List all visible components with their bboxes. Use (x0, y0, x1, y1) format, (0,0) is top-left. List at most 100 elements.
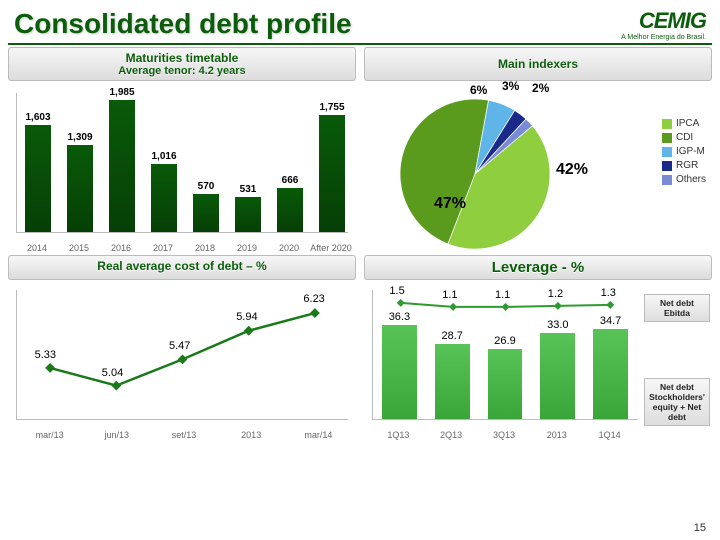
leverage-legend-top: Net debt Ebitda (644, 294, 710, 322)
cost-point-label: 5.04 (102, 367, 123, 379)
leverage-line-label: 1.2 (548, 288, 563, 300)
cost-x-label: mar/14 (285, 430, 352, 440)
leverage-line-label: 1.1 (442, 289, 457, 301)
cost-point-label: 5.47 (169, 340, 190, 352)
indexers-title: Main indexers (364, 47, 712, 81)
legend-item: Others (662, 174, 706, 185)
leverage-x-label: 2013 (530, 430, 583, 440)
pie-label-others: 2% (532, 81, 549, 95)
leverage-bar (540, 333, 575, 419)
maturities-bar (193, 194, 220, 232)
maturities-x-label: After 2020 (310, 243, 352, 253)
indexers-chart: 6% 3% 2% 42% 47% IPCACDIIGP-MRGROthers (364, 85, 712, 255)
maturities-bar-label: 1,016 (143, 151, 185, 162)
maturities-x-label: 2014 (16, 243, 58, 253)
logo-main: CEMIG (621, 8, 706, 34)
pie (400, 99, 550, 249)
cost-marker (45, 363, 55, 373)
page-title: Consolidated debt profile (14, 8, 352, 40)
divider (8, 43, 712, 45)
legend-label: Others (676, 174, 706, 185)
maturities-bar-label: 1,755 (311, 102, 353, 113)
leverage-x-label: 2Q13 (425, 430, 478, 440)
cost-x-label: mar/13 (16, 430, 83, 440)
pie-label-rgr: 3% (502, 79, 519, 93)
page-number: 15 (694, 522, 706, 534)
leverage-bar-label: 26.9 (479, 335, 532, 347)
leverage-x-label: 1Q13 (372, 430, 425, 440)
maturities-x-label: 2015 (58, 243, 100, 253)
legend-label: RGR (676, 160, 698, 171)
maturities-bar (67, 145, 94, 232)
cost-marker (244, 326, 254, 336)
legend-label: IPCA (676, 118, 699, 129)
maturities-bar-label: 1,309 (59, 132, 101, 143)
maturities-bar-label: 1,603 (17, 112, 59, 123)
cost-point-label: 6.23 (303, 293, 324, 305)
leverage-bar (382, 325, 417, 419)
leverage-line-label: 1.1 (495, 289, 510, 301)
maturities-bar-label: 570 (185, 181, 227, 192)
logo: CEMIG A Melhor Energia do Brasil. (621, 8, 706, 41)
legend-item: RGR (662, 160, 706, 171)
pie-label-igpm: 6% (470, 83, 487, 97)
leverage-marker (606, 301, 614, 309)
maturities-bar-label: 531 (227, 184, 269, 195)
cost-x-label: jun/13 (83, 430, 150, 440)
cost-marker (111, 381, 121, 391)
leverage-marker (554, 302, 562, 310)
maturities-bar (277, 188, 304, 232)
legend-item: IGP-M (662, 146, 706, 157)
cost-point-label: 5.94 (236, 311, 257, 323)
leverage-chart: 36.328.726.933.034.71.51.11.11.21.3 1Q13… (364, 282, 712, 442)
legend-label: IGP-M (676, 146, 705, 157)
cost-marker (178, 354, 188, 364)
pie-legend: IPCA CDI IGP-M RGR Others (662, 115, 706, 188)
leverage-bar-label: 36.3 (373, 311, 426, 323)
cost-x-label: 2013 (218, 430, 285, 440)
leverage-bar-label: 34.7 (584, 315, 637, 327)
leverage-bar (593, 329, 628, 419)
leverage-x-label: 3Q13 (478, 430, 531, 440)
logo-sub: A Melhor Energia do Brasil. (621, 34, 706, 41)
leverage-title: Leverage - % (364, 255, 712, 280)
legend-label: CDI (676, 132, 693, 143)
leverage-line-label: 1.5 (389, 285, 404, 297)
maturities-chart: 1,6031,3091,9851,0165705316661,755 20142… (8, 85, 356, 255)
maturities-x-label: 2019 (226, 243, 268, 253)
maturities-bar-label: 666 (269, 175, 311, 186)
legend-swatch (662, 147, 672, 157)
leverage-marker (449, 303, 457, 311)
maturities-bar (109, 100, 136, 232)
leverage-legend-bottom: Net debt Stockholders' equity + Net debt (644, 378, 710, 426)
legend-swatch (662, 175, 672, 185)
cost-point-label: 5.33 (35, 349, 56, 361)
maturities-bar (25, 125, 52, 232)
pie-label-cdi: 47% (434, 195, 466, 213)
leverage-marker (502, 303, 510, 311)
cost-chart: 5.33 5.04 5.47 5.94 6.23 mar/13jun/13set/132… (8, 282, 356, 442)
legend-swatch (662, 133, 672, 143)
cost-x-label: set/13 (150, 430, 217, 440)
legend-swatch (662, 119, 672, 129)
leverage-bar-label: 33.0 (531, 319, 584, 331)
maturities-bar (151, 164, 178, 232)
maturities-x-label: 2016 (100, 243, 142, 253)
maturities-title: Maturities timetable Average tenor: 4.2 … (8, 47, 356, 81)
maturities-x-label: 2018 (184, 243, 226, 253)
maturities-x-label: 2017 (142, 243, 184, 253)
legend-item: IPCA (662, 118, 706, 129)
maturities-title-l2: Average tenor: 4.2 years (13, 65, 351, 77)
cost-marker (310, 308, 320, 318)
leverage-bar-label: 28.7 (426, 330, 479, 342)
maturities-title-l1: Maturities timetable (13, 51, 351, 65)
leverage-marker (397, 299, 405, 307)
maturities-bar-label: 1,985 (101, 87, 143, 98)
maturities-bar (319, 115, 346, 232)
maturities-bar (235, 197, 262, 232)
legend-item: CDI (662, 132, 706, 143)
pie-label-ipca: 42% (556, 161, 588, 179)
maturities-x-label: 2020 (268, 243, 310, 253)
cost-title: Real average cost of debt – % (8, 255, 356, 280)
leverage-x-label: 1Q14 (583, 430, 636, 440)
